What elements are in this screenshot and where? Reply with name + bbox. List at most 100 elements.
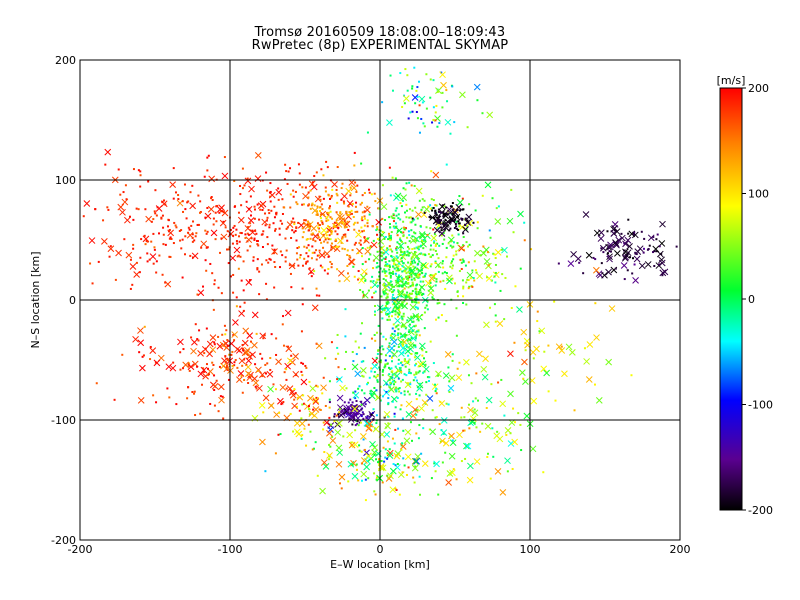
data-point-x	[399, 344, 407, 352]
data-point	[325, 220, 328, 223]
data-point	[182, 348, 185, 351]
data-point	[292, 430, 295, 433]
data-point	[434, 318, 437, 321]
data-point	[417, 292, 420, 295]
data-point	[489, 236, 492, 239]
data-point	[392, 323, 395, 326]
data-point	[89, 262, 92, 265]
data-point	[321, 208, 324, 211]
data-point-x	[259, 438, 266, 446]
data-point	[398, 366, 401, 369]
data-point	[236, 242, 239, 245]
data-point-x	[426, 395, 434, 402]
data-point	[389, 336, 392, 339]
data-point	[289, 272, 292, 275]
data-point	[466, 278, 469, 281]
y-tick-label: -200	[51, 534, 76, 547]
data-point-x	[398, 350, 405, 357]
data-point	[476, 99, 479, 102]
data-point	[187, 386, 190, 389]
data-point	[119, 193, 122, 196]
data-point	[400, 260, 403, 263]
data-point	[393, 227, 396, 230]
data-point	[352, 223, 355, 226]
data-point	[384, 264, 387, 267]
data-point	[239, 185, 242, 188]
data-point	[326, 237, 329, 240]
data-point	[361, 479, 364, 482]
data-point	[390, 215, 393, 218]
data-point	[460, 406, 463, 409]
data-point	[316, 210, 319, 213]
data-point	[397, 324, 400, 327]
data-point	[409, 267, 412, 270]
data-point	[301, 236, 304, 239]
data-point	[199, 412, 202, 415]
colorbar-tick-label: 0	[748, 293, 755, 306]
data-point	[393, 415, 396, 418]
data-point	[149, 345, 152, 348]
data-point-x	[360, 367, 367, 374]
data-point	[186, 201, 189, 204]
data-point	[241, 343, 244, 346]
data-point-x	[530, 397, 538, 405]
data-point	[292, 217, 295, 220]
data-point	[388, 216, 391, 219]
data-point	[277, 187, 280, 190]
data-point	[405, 275, 408, 278]
data-point	[239, 305, 242, 308]
data-point	[375, 281, 378, 284]
data-point	[384, 354, 387, 357]
data-point	[435, 416, 438, 419]
data-point	[439, 440, 442, 443]
data-point	[245, 200, 248, 203]
data-point	[606, 252, 609, 255]
data-point	[244, 237, 247, 240]
data-point	[407, 282, 410, 285]
data-point	[407, 230, 410, 233]
data-point-x	[543, 369, 550, 377]
data-point	[146, 260, 149, 263]
data-point	[412, 231, 415, 234]
data-point	[243, 358, 246, 361]
data-point	[426, 233, 429, 236]
data-point	[377, 265, 380, 268]
data-point	[227, 248, 230, 251]
data-point-x	[638, 262, 646, 270]
data-point	[420, 264, 423, 267]
data-point	[381, 374, 384, 377]
data-point	[447, 242, 450, 245]
data-point	[418, 80, 421, 83]
data-point	[315, 171, 318, 174]
data-point	[200, 246, 203, 249]
data-point	[346, 220, 349, 223]
data-point	[307, 229, 310, 232]
data-point	[174, 191, 177, 194]
data-point	[362, 438, 365, 441]
data-point	[232, 273, 235, 276]
data-point	[429, 96, 432, 99]
data-point	[452, 208, 455, 211]
data-point	[343, 248, 346, 251]
data-point-x	[259, 332, 267, 340]
data-point	[410, 317, 413, 320]
data-point	[406, 382, 409, 385]
data-point-x	[336, 212, 343, 220]
data-point	[369, 253, 372, 256]
data-point	[438, 265, 441, 268]
data-point	[417, 245, 420, 248]
data-point	[614, 267, 617, 270]
data-point	[411, 248, 414, 251]
data-point-x	[429, 214, 436, 221]
data-point	[411, 87, 414, 90]
data-point-x	[462, 226, 469, 233]
data-point	[322, 428, 325, 431]
data-point	[222, 417, 225, 420]
data-point	[417, 275, 420, 278]
data-point	[436, 216, 439, 219]
data-point	[403, 252, 406, 255]
data-point	[401, 342, 404, 345]
data-point	[262, 203, 265, 206]
data-point	[442, 266, 445, 269]
data-point	[341, 182, 344, 185]
